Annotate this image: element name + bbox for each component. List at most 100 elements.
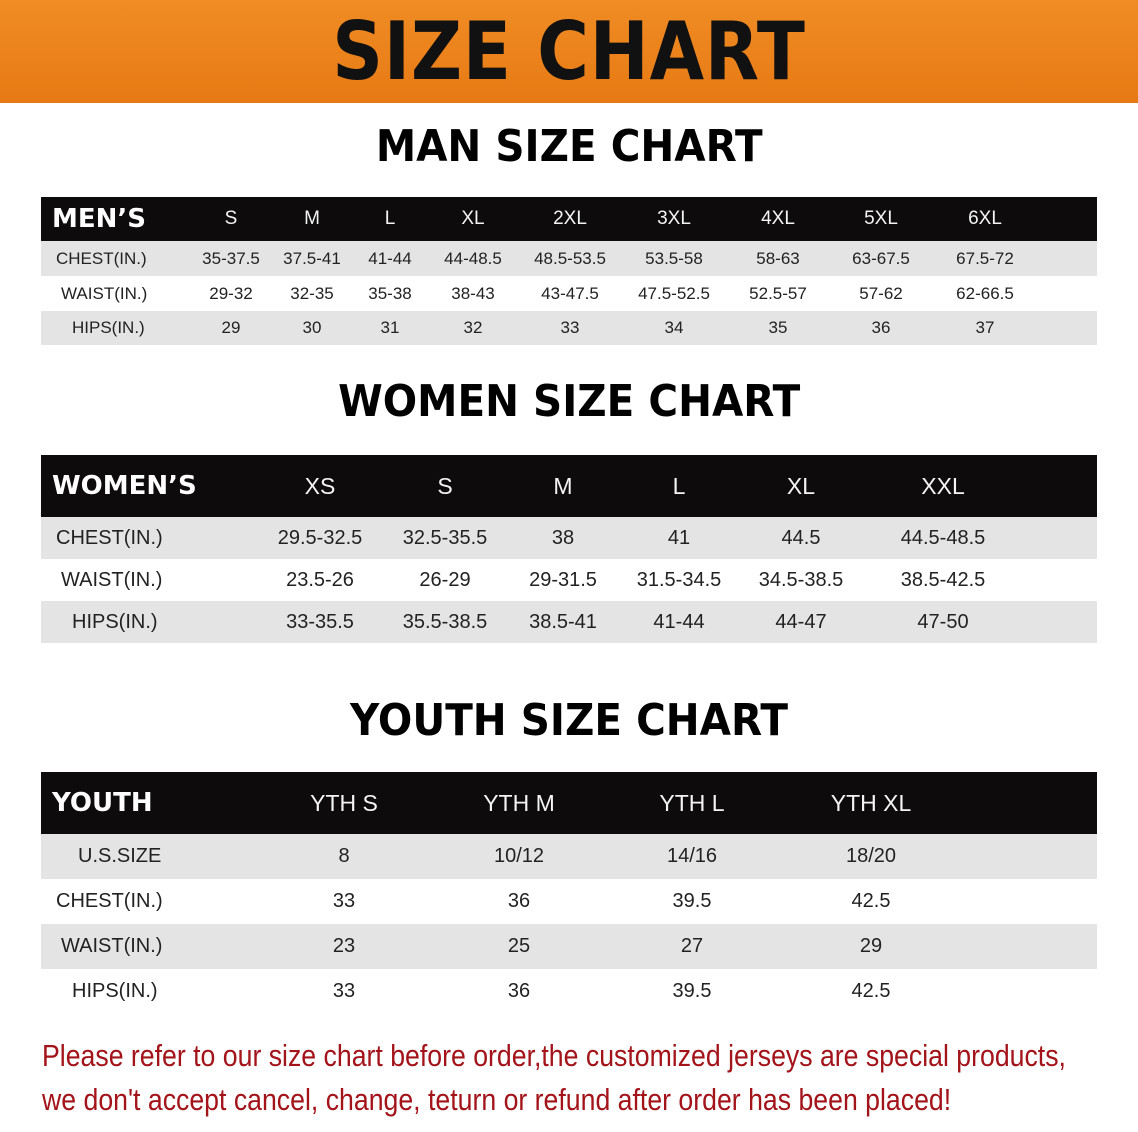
table-cell: 26-29 [419, 568, 471, 591]
notice-line-2: we don't accept cancel, change, teturn o… [42, 1082, 952, 1117]
size-header-m: M [304, 208, 320, 229]
table-cell: 29 [221, 318, 241, 337]
size-header-yth-xl: YTH XL [830, 789, 912, 816]
table-cell: 43-47.5 [541, 283, 599, 303]
table-cell: 31.5-34.5 [636, 568, 722, 591]
size-header-xl: XL [461, 208, 485, 229]
table-row: CHEST(IN.) 33 36 39.5 42.5 [41, 879, 1097, 924]
table-cell: 41-44 [368, 248, 412, 268]
table-cell: 44.5-48.5 [900, 526, 986, 549]
banner: SIZE CHART [0, 0, 1138, 103]
table-cell: 41 [667, 526, 691, 549]
table-cell: 44-48.5 [444, 248, 502, 268]
table-cell: 34.5-38.5 [758, 568, 844, 591]
table-cell: 29-32 [209, 283, 253, 303]
row-label: HIPS(IN.) [72, 318, 145, 337]
table-cell: 18/20 [845, 845, 897, 867]
size-header-l: L [384, 208, 396, 229]
table-cell: 38-43 [451, 283, 495, 303]
table-cell: 10/12 [493, 845, 545, 867]
row-label: CHEST(IN.) [56, 248, 147, 268]
table-header-row: WOMEN’S XS S M L XL XXL [41, 455, 1097, 517]
size-header-s: S [224, 208, 238, 229]
row-label: WAIST(IN.) [61, 935, 163, 957]
table-cell: 35.5-38.5 [402, 610, 488, 633]
table-cell: 41-44 [653, 610, 705, 633]
table-cell: 36 [871, 318, 891, 337]
table-cell: 33 [332, 890, 356, 912]
table-cell: 33 [332, 980, 356, 1002]
table-cell: 36 [507, 890, 531, 912]
table-cell: 33-35.5 [286, 610, 354, 633]
table-cell: 30 [302, 318, 322, 337]
row-label: CHEST(IN.) [56, 526, 163, 549]
table-cell: 32-35 [290, 283, 334, 303]
row-label: U.S.SIZE [78, 845, 162, 867]
table-cell: 31 [380, 318, 400, 337]
table-cell: 37.5-41 [283, 248, 341, 268]
size-header-6xl: 6XL [968, 208, 1002, 229]
size-header-2xl: 2XL [553, 208, 587, 229]
table-cell: 42.5 [851, 980, 891, 1002]
size-header-xs: XS [304, 472, 336, 499]
table-cell: 44.5 [781, 526, 821, 549]
table-cell: 53.5-58 [645, 248, 703, 268]
women-size-table: WOMEN’S XS S M L XL XXL CHEST(IN.) 29.5-32.5 32.5… [41, 455, 1097, 643]
size-header-xxl: XXL [921, 472, 965, 499]
men-size-table: MEN’S S M L XL 2XL 3XL 4XL 5XL 6XL CHEST(IN.) 35-37… [41, 197, 1097, 345]
men-section-title: MAN SIZE CHART [375, 121, 763, 172]
table-cell: 34 [664, 318, 684, 337]
table-cell: 44-47 [775, 610, 827, 633]
table-header-row: MEN’S S M L XL 2XL 3XL 4XL 5XL 6XL [41, 197, 1097, 241]
table-cell: 23.5-26 [286, 568, 354, 591]
table-header-row: YOUTH YTH S YTH M YTH L YTH XL [41, 772, 1097, 834]
table-cell: 14/16 [666, 845, 718, 867]
table-cell: 52.5-57 [749, 283, 807, 303]
youth-section-title: YOUTH SIZE CHART [350, 695, 788, 746]
header-label: WOMEN’S [52, 471, 197, 501]
row-label: WAIST(IN.) [61, 283, 148, 303]
table-row: WAIST(IN.) 29-32 32-35 35-38 38-43 43-47.5 47.… [41, 276, 1097, 311]
table-cell: 58-63 [756, 248, 800, 268]
size-header-m: M [553, 472, 573, 499]
table-row: HIPS(IN.) 33-35.5 35.5-38.5 38.5-41 41-44 44-… [41, 601, 1097, 643]
table-cell: 29 [859, 935, 883, 957]
header-label: MEN’S [52, 204, 146, 234]
table-cell: 36 [507, 980, 531, 1002]
table-cell: 38.5-41 [529, 610, 597, 633]
women-section-title: WOMEN SIZE CHART [337, 376, 801, 427]
notice-line-1: Please refer to our size chart before or… [42, 1038, 1066, 1073]
table-cell: 37 [975, 318, 995, 337]
table-cell: 32.5-35.5 [402, 526, 488, 549]
table-row: WAIST(IN.) 23.5-26 26-29 29-31.5 31.5-34.5 34… [41, 559, 1097, 601]
table-cell: 27 [680, 935, 704, 957]
row-label: HIPS(IN.) [72, 980, 158, 1002]
table-cell: 23 [332, 935, 356, 957]
table-row: CHEST(IN.) 29.5-32.5 32.5-35.5 38 41 44.5 44.5… [41, 517, 1097, 559]
table-cell: 47.5-52.5 [638, 283, 710, 303]
table-cell: 33 [560, 318, 580, 337]
table-cell: 8 [338, 845, 350, 867]
table-row: WAIST(IN.) 23 25 27 29 [41, 924, 1097, 969]
table-cell: 32 [463, 318, 483, 337]
table-cell: 47-50 [917, 610, 969, 633]
table-cell: 63-67.5 [852, 248, 910, 268]
size-header-5xl: 5XL [864, 208, 898, 229]
table-cell: 57-62 [859, 283, 903, 303]
table-row: HIPS(IN.) 33 36 39.5 42.5 [41, 969, 1097, 1014]
table-cell: 42.5 [851, 890, 891, 912]
table-cell: 38.5-42.5 [900, 568, 986, 591]
row-label: HIPS(IN.) [72, 610, 158, 633]
size-header-yth-s: YTH S [310, 789, 378, 816]
table-cell: 62-66.5 [956, 283, 1014, 303]
size-header-yth-m: YTH M [483, 789, 555, 816]
table-cell: 35-37.5 [202, 248, 260, 268]
size-header-xl: XL [786, 472, 816, 499]
header-label: YOUTH [52, 788, 153, 818]
table-cell: 29-31.5 [529, 568, 597, 591]
size-header-yth-l: YTH L [659, 789, 725, 816]
banner-title: SIZE CHART [332, 5, 806, 98]
table-cell: 38 [551, 526, 575, 549]
size-header-4xl: 4XL [761, 208, 795, 229]
table-cell: 29.5-32.5 [277, 526, 363, 549]
